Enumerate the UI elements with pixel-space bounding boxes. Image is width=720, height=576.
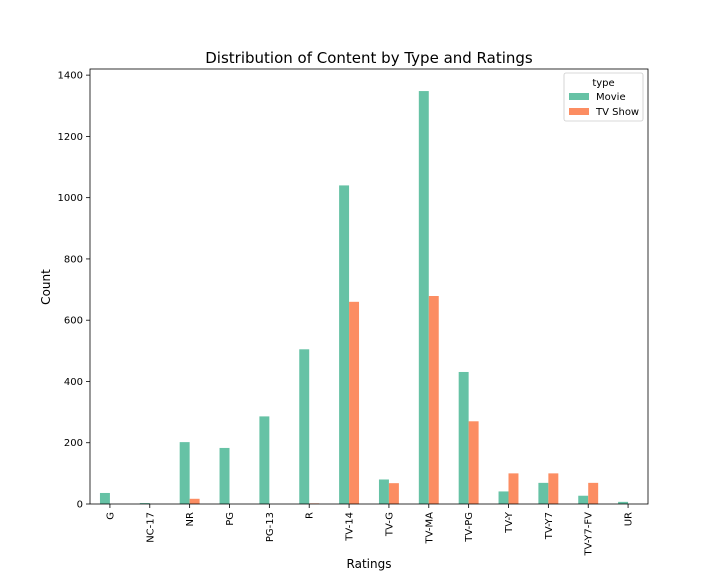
- chart-title: Distribution of Content by Type and Rati…: [205, 49, 533, 67]
- bar-tv-show-tv-y7: [548, 473, 559, 504]
- y-axis: 0 200 400 600 800 1000 1200 1400: [58, 71, 90, 511]
- legend-swatch-movie: [569, 93, 589, 100]
- y-tick-label: 600: [64, 316, 83, 327]
- y-tick-label: 400: [64, 377, 83, 388]
- x-tick-label: PG-13: [265, 512, 276, 542]
- bar-movie-nc-17: [139, 503, 150, 504]
- y-tick-label: 1200: [58, 132, 83, 143]
- bars-group: [99, 91, 629, 504]
- legend-title: type: [592, 78, 614, 89]
- bar-tv-show-tv-pg: [468, 421, 479, 504]
- x-tick-label: NC-17: [145, 512, 156, 543]
- bar-tv-show-tv-y: [508, 473, 519, 504]
- x-tick-label: PG: [225, 512, 236, 526]
- plot-frame: [89, 68, 649, 505]
- y-tick-label: 200: [64, 438, 83, 449]
- bar-movie-r: [299, 349, 310, 504]
- x-tick-label: TV-Y7-FV: [584, 512, 595, 557]
- bar-tv-show-nr: [189, 498, 200, 504]
- y-tick-label: 800: [64, 254, 83, 265]
- bar-tv-show-tv-ma: [428, 296, 439, 504]
- bar-tv-show-tv-y7-fv: [588, 482, 599, 504]
- legend-swatch-tv-show: [569, 108, 589, 115]
- x-tick-label: TV-14: [345, 512, 356, 542]
- x-tick-label: TV-MA: [424, 512, 435, 545]
- x-tick-label: TV-Y7: [544, 512, 555, 540]
- bar-movie-tv-ma: [418, 91, 429, 504]
- x-tick-label: TV-Y: [504, 511, 515, 534]
- x-tick-label: TV-G: [384, 512, 395, 537]
- legend-label-tv-show: TV Show: [595, 107, 639, 118]
- y-axis-title: Count: [39, 269, 53, 305]
- bar-tv-show-tv-g: [388, 483, 399, 504]
- y-tick-label: 1400: [58, 71, 83, 82]
- y-tick-label: 0: [77, 500, 83, 511]
- bar-movie-tv-y: [498, 491, 509, 504]
- bar-movie-ur: [618, 501, 629, 504]
- x-tick-label: TV-PG: [464, 512, 475, 543]
- bar-movie-nr: [179, 442, 190, 504]
- legend: type Movie TV Show: [563, 72, 644, 122]
- x-tick-label: NR: [185, 512, 196, 526]
- x-axis: G NC-17 NR PG PG-13 R TV-14 TV-G TV-MA TV-PG TV-Y T…: [105, 504, 635, 557]
- x-tick-label: G: [105, 512, 116, 520]
- bar-movie-pg: [219, 447, 230, 504]
- x-tick-label: UR: [624, 512, 635, 526]
- bar-movie-tv-g: [378, 479, 389, 504]
- bar-movie-pg-13: [259, 416, 270, 504]
- bar-movie-g: [99, 492, 110, 504]
- y-tick-label: 1000: [58, 193, 83, 204]
- bar-movie-tv-y7-fv: [578, 495, 589, 504]
- bar-movie-tv-y7: [538, 482, 549, 504]
- bar-movie-tv-14: [339, 185, 350, 504]
- legend-label-movie: Movie: [596, 92, 626, 103]
- bar-tv-show-tv-14: [349, 301, 360, 504]
- bar-movie-tv-pg: [458, 371, 469, 504]
- x-tick-label: R: [305, 512, 316, 519]
- x-axis-title: Ratings: [347, 557, 392, 571]
